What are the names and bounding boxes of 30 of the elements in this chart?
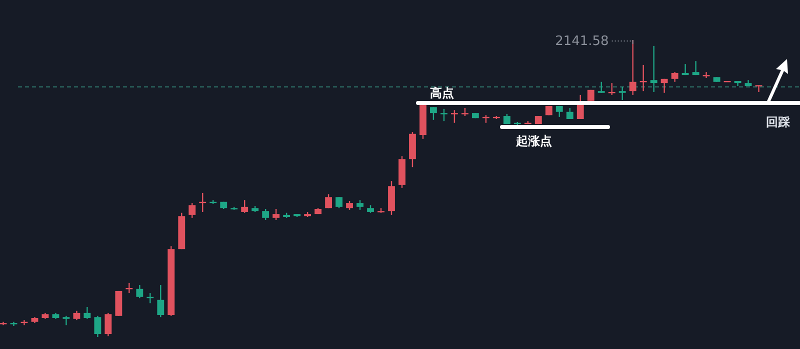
candlestick [598, 81, 605, 94]
annotation: 2141.58 [555, 34, 634, 49]
candlestick [356, 199, 364, 210]
candlestick [671, 71, 678, 82]
ref-line-label: 高点 [430, 86, 454, 100]
candlestick [430, 106, 437, 120]
candlestick [755, 84, 762, 93]
candlestick [336, 196, 342, 209]
candlestick [450, 109, 458, 124]
candlestick [241, 199, 248, 214]
candlestick [157, 284, 164, 318]
candlestick [62, 315, 70, 326]
candlestick [660, 78, 668, 94]
candlestick [104, 312, 112, 337]
candlestick [94, 315, 102, 338]
candlestick [629, 39, 636, 96]
candlestick [73, 310, 80, 321]
candlestick [325, 194, 332, 209]
candlestick [272, 208, 280, 221]
candlestick [650, 45, 658, 93]
ref-line-label: 起涨点 [515, 134, 552, 148]
candlestick [692, 60, 700, 76]
candlestick [618, 86, 626, 101]
candlestick [440, 108, 448, 122]
candlestick [188, 202, 196, 219]
candlestick [136, 284, 144, 299]
annotation: 回踩 [766, 115, 790, 129]
candlestick [84, 306, 91, 320]
annotation: 2141.58 [555, 34, 609, 49]
candlestick [262, 208, 270, 221]
